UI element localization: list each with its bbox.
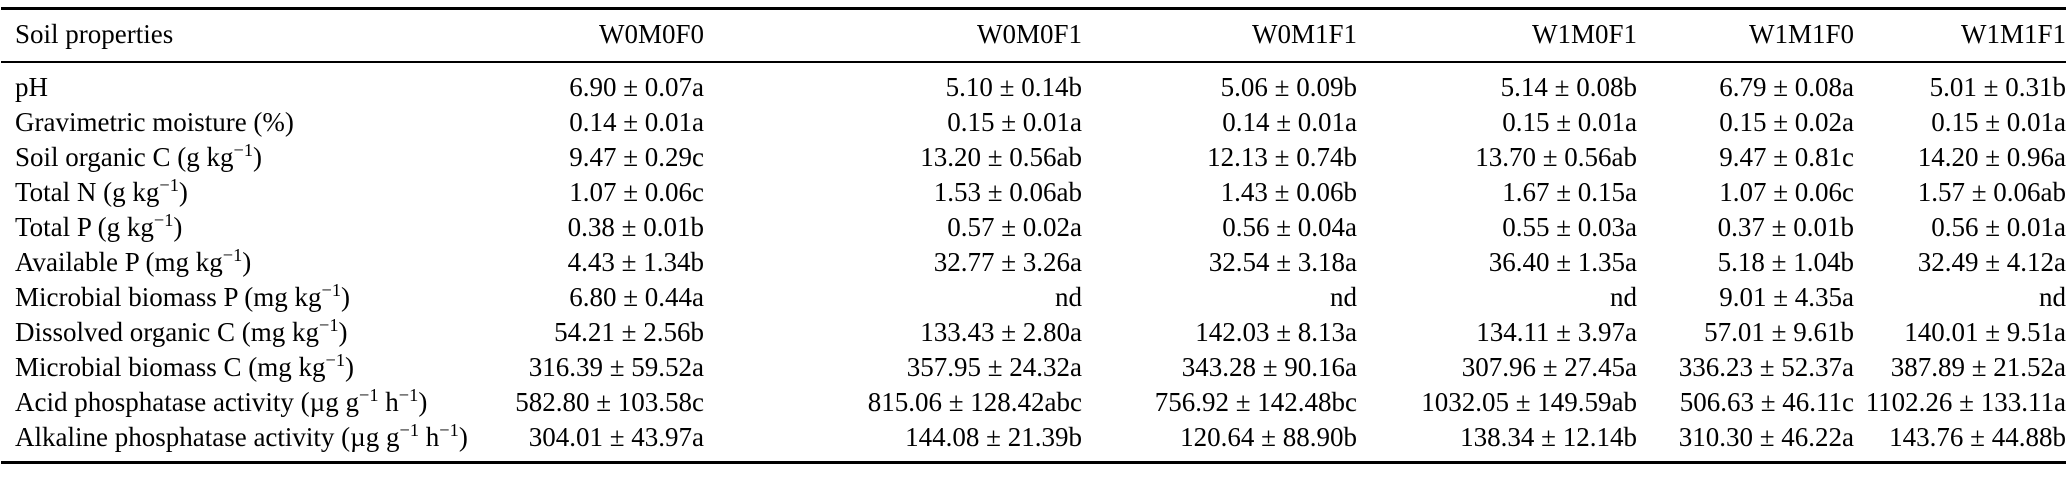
table-cell: 357.95 ± 24.32a	[906, 352, 1082, 382]
table-cell: nd	[1610, 282, 1637, 312]
table-cell: 32.49 ± 4.12a	[1917, 247, 2066, 277]
column-header-soil-properties: Soil properties	[1, 8, 476, 63]
table-cell: 1102.26 ± 133.11a	[1865, 387, 2066, 417]
table-row: Total N (g kg−1) 1.07 ± 0.06c 1.53 ± 0.06a…	[1, 175, 2066, 210]
header-row: Soil properties W0M0F0 W0M0F1 W0M1F1 W1M0F1 W…	[1, 8, 2066, 63]
table-cell: 5.14 ± 0.08b	[1500, 72, 1637, 102]
table-cell: 4.43 ± 1.34b	[567, 247, 704, 277]
table-cell: 5.06 ± 0.09b	[1220, 72, 1357, 102]
column-header-w1m0f1: W1M0F1	[1357, 8, 1637, 63]
column-header-w1m1f1: W1M1F1	[1854, 8, 2066, 63]
table-cell: 0.15 ± 0.02a	[1719, 107, 1854, 137]
table-cell: 0.56 ± 0.01a	[1931, 212, 2066, 242]
table-cell: 6.90 ± 0.07a	[569, 72, 704, 102]
table-cell: 5.01 ± 0.31b	[1929, 72, 2066, 102]
table-cell: 506.63 ± 46.11c	[1679, 387, 1854, 417]
table-cell: nd	[1055, 282, 1082, 312]
row-label: Dissolved organic C (mg kg−1)	[15, 314, 348, 347]
table-cell: 9.47 ± 0.81c	[1719, 142, 1854, 172]
column-header-w0m0f1: W0M0F1	[704, 8, 1082, 63]
table-row: Microbial biomass P (mg kg−1) 6.80 ± 0.44…	[1, 280, 2066, 315]
table-cell: 32.77 ± 3.26a	[933, 247, 1082, 277]
table-cell: 0.38 ± 0.01b	[567, 212, 704, 242]
table-cell: 310.30 ± 46.22a	[1678, 422, 1854, 452]
table-cell: 143.76 ± 44.88b	[1889, 422, 2066, 452]
soil-properties-table: Soil properties W0M0F0 W0M0F1 W0M1F1 W1M0F1 W…	[1, 7, 2066, 464]
column-header-w0m0f0: W0M0F0	[476, 8, 704, 63]
table-cell: 0.14 ± 0.01a	[569, 107, 704, 137]
table-cell: 756.92 ± 142.48bc	[1154, 387, 1357, 417]
table-cell: 1.43 ± 0.06b	[1220, 177, 1357, 207]
row-label: Total N (g kg−1)	[15, 174, 188, 207]
row-label: Acid phosphatase activity (µg g−1 h−1)	[15, 384, 428, 417]
table-cell: 9.47 ± 0.29c	[569, 142, 704, 172]
table-cell: 57.01 ± 9.61b	[1704, 317, 1854, 347]
table-cell: 142.03 ± 8.13a	[1195, 317, 1357, 347]
table-cell: 1.67 ± 0.15a	[1502, 177, 1637, 207]
table-cell: 1.53 ± 0.06ab	[933, 177, 1082, 207]
table-cell: 140.01 ± 9.51a	[1904, 317, 2066, 347]
table-cell: 144.08 ± 21.39b	[905, 422, 1082, 452]
table-row: pH 6.90 ± 0.07a 5.10 ± 0.14b 5.06 ± 0.09b 5.…	[1, 62, 2066, 105]
table-cell: 12.13 ± 0.74b	[1207, 142, 1357, 172]
table-cell: 387.89 ± 21.52a	[1890, 352, 2066, 382]
table-cell: 138.34 ± 12.14b	[1460, 422, 1637, 452]
row-label: Available P (mg kg−1)	[15, 244, 252, 277]
table-cell: 307.96 ± 27.45a	[1461, 352, 1637, 382]
table-cell: 0.57 ± 0.02a	[947, 212, 1082, 242]
table-cell: 336.23 ± 52.37a	[1678, 352, 1854, 382]
table-cell: nd	[2039, 282, 2066, 312]
table-cell: 343.28 ± 90.16a	[1181, 352, 1357, 382]
table-cell: 0.37 ± 0.01b	[1717, 212, 1854, 242]
table-cell: 5.10 ± 0.14b	[945, 72, 1082, 102]
table-cell: 1032.05 ± 149.59ab	[1421, 387, 1637, 417]
row-label: Gravimetric moisture (%)	[15, 107, 294, 137]
row-label: Alkaline phosphatase activity (µg g−1 h−…	[15, 419, 468, 452]
table-cell: 6.80 ± 0.44a	[569, 282, 704, 312]
table-cell: 5.18 ± 1.04b	[1717, 247, 1854, 277]
row-label: Total P (g kg−1)	[15, 209, 183, 242]
table-cell: 9.01 ± 4.35a	[1719, 282, 1854, 312]
table-cell: 0.56 ± 0.04a	[1222, 212, 1357, 242]
table-row: Alkaline phosphatase activity (µg g−1 h−…	[1, 420, 2066, 463]
table-row: Microbial biomass C (mg kg−1) 316.39 ± 59…	[1, 350, 2066, 385]
table-cell: 0.55 ± 0.03a	[1502, 212, 1637, 242]
table-cell: 32.54 ± 3.18a	[1208, 247, 1357, 277]
table-row: Total P (g kg−1) 0.38 ± 0.01b 0.57 ± 0.02a…	[1, 210, 2066, 245]
row-label: Soil organic C (g kg−1)	[15, 139, 263, 172]
table-cell: 1.57 ± 0.06ab	[1917, 177, 2066, 207]
table-cell: 54.21 ± 2.56b	[554, 317, 704, 347]
table-cell: 0.15 ± 0.01a	[947, 107, 1082, 137]
table-cell: 14.20 ± 0.96a	[1917, 142, 2066, 172]
table-row: Acid phosphatase activity (µg g−1 h−1) 58…	[1, 385, 2066, 420]
table-cell: 6.79 ± 0.08a	[1719, 72, 1854, 102]
table-row: Available P (mg kg−1) 4.43 ± 1.34b 32.77 ±…	[1, 245, 2066, 280]
row-label: Microbial biomass P (mg kg−1)	[15, 279, 351, 312]
column-header-w1m1f0: W1M1F0	[1637, 8, 1854, 63]
table-cell: 120.64 ± 88.90b	[1180, 422, 1357, 452]
table-cell: 316.39 ± 59.52a	[528, 352, 704, 382]
table-row: Gravimetric moisture (%) 0.14 ± 0.01a 0.15…	[1, 105, 2066, 140]
table-cell: 133.43 ± 2.80a	[920, 317, 1082, 347]
table-cell: 0.14 ± 0.01a	[1222, 107, 1357, 137]
table-cell: nd	[1330, 282, 1357, 312]
table-cell: 134.11 ± 3.97a	[1476, 317, 1637, 347]
table-cell: 304.01 ± 43.97a	[528, 422, 704, 452]
table-cell: 13.20 ± 0.56ab	[920, 142, 1082, 172]
table-cell: 1.07 ± 0.06c	[569, 177, 704, 207]
row-label: pH	[15, 72, 48, 102]
table-cell: 815.06 ± 128.42abc	[867, 387, 1082, 417]
table-cell: 1.07 ± 0.06c	[1719, 177, 1854, 207]
table-row: Soil organic C (g kg−1) 9.47 ± 0.29c 13.20…	[1, 140, 2066, 175]
table-cell: 13.70 ± 0.56ab	[1475, 142, 1637, 172]
table-row: Dissolved organic C (mg kg−1) 54.21 ± 2.5…	[1, 315, 2066, 350]
row-label: Microbial biomass C (mg kg−1)	[15, 349, 355, 382]
table-cell: 582.80 ± 103.58c	[515, 387, 704, 417]
table-cell: 36.40 ± 1.35a	[1488, 247, 1637, 277]
column-header-w0m1f1: W0M1F1	[1082, 8, 1357, 63]
table-cell: 0.15 ± 0.01a	[1502, 107, 1637, 137]
table-cell: 0.15 ± 0.01a	[1931, 107, 2066, 137]
